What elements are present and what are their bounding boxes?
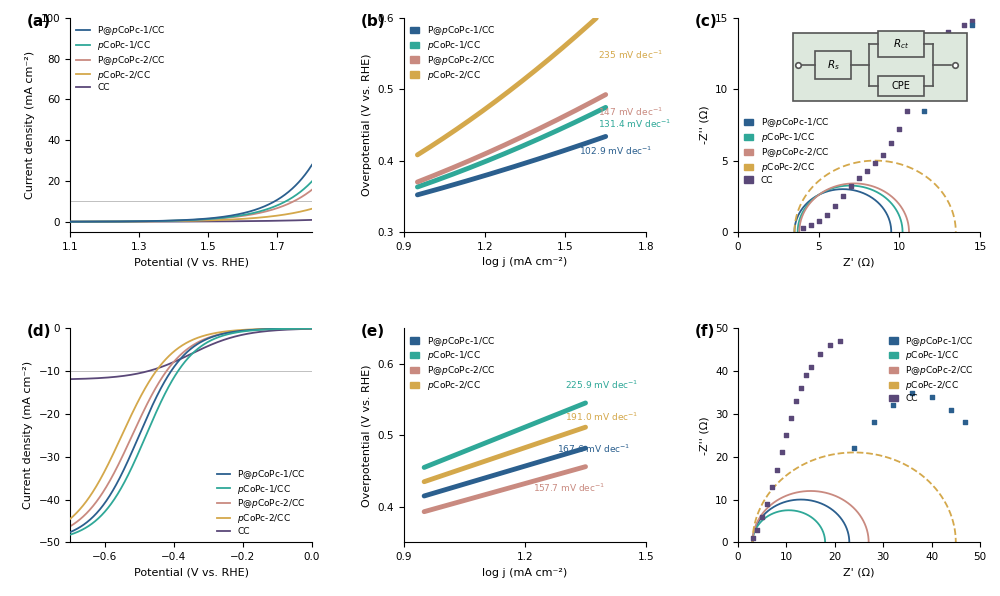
Point [843, 182, 859, 191]
Text: (f): (f) [694, 324, 715, 339]
Y-axis label: Overpotential (V vs. RHE): Overpotential (V vs. RHE) [362, 364, 372, 507]
X-axis label: Z' (Ω): Z' (Ω) [843, 257, 875, 267]
Point [749, 524, 765, 534]
Text: 235 mV dec$^{-1}$: 235 mV dec$^{-1}$ [598, 49, 662, 61]
Text: 147 mV dec$^{-1}$: 147 mV dec$^{-1}$ [598, 106, 662, 119]
Point [932, 77, 948, 87]
Point [940, 27, 956, 37]
Point [943, 405, 959, 414]
Point [907, 88, 923, 97]
X-axis label: log j (mA cm⁻²): log j (mA cm⁻²) [482, 567, 568, 578]
Y-axis label: Current density (mA cm⁻²): Current density (mA cm⁻²) [25, 51, 35, 199]
Legend: P@$p$CoPc-1/CC, $p$CoPc-1/CC, P@$p$CoPc-2/CC, $p$CoPc-2/CC, CC: P@$p$CoPc-1/CC, $p$CoPc-1/CC, P@$p$CoPc-… [742, 114, 831, 187]
Text: 157.7 mV dec$^{-1}$: 157.7 mV dec$^{-1}$ [533, 482, 605, 495]
Point [924, 49, 940, 58]
Text: (d): (d) [26, 324, 51, 339]
X-axis label: Potential (V vs. RHE): Potential (V vs. RHE) [134, 257, 249, 267]
Point [883, 139, 899, 148]
Legend: P@$p$CoPc-1/CC, $p$CoPc-1/CC, P@$p$CoPc-2/CC, $p$CoPc-2/CC, CC: P@$p$CoPc-1/CC, $p$CoPc-1/CC, P@$p$CoPc-… [215, 466, 308, 538]
Point [769, 465, 785, 474]
Point [846, 443, 862, 453]
Point [964, 16, 980, 26]
Y-axis label: Current density (mA cm⁻²): Current density (mA cm⁻²) [23, 361, 33, 510]
Point [916, 67, 932, 77]
X-axis label: log j (mA cm⁻²): log j (mA cm⁻²) [482, 257, 568, 267]
Point [891, 125, 907, 134]
Point [764, 482, 780, 492]
Legend: P@$p$CoPc-1/CC, $p$CoPc-1/CC, P@$p$CoPc-2/CC, $p$CoPc-2/CC, CC: P@$p$CoPc-1/CC, $p$CoPc-1/CC, P@$p$CoPc-… [75, 23, 167, 94]
Point [832, 336, 848, 346]
Point [956, 20, 972, 30]
Point [819, 210, 835, 219]
Point [745, 533, 761, 543]
Text: 131.4 mV dec$^{-1}$: 131.4 mV dec$^{-1}$ [598, 118, 671, 131]
Point [885, 401, 901, 410]
Text: (b): (b) [360, 14, 385, 29]
Legend: P@$p$CoPc-1/CC, $p$CoPc-1/CC, P@$p$CoPc-2/CC, $p$CoPc-2/CC, CC: P@$p$CoPc-1/CC, $p$CoPc-1/CC, P@$p$CoPc-… [887, 333, 975, 405]
Point [827, 201, 843, 211]
Point [803, 220, 819, 229]
Point [778, 430, 794, 440]
X-axis label: Potential (V vs. RHE): Potential (V vs. RHE) [134, 567, 249, 578]
Text: (e): (e) [360, 324, 385, 339]
Point [866, 418, 882, 427]
Point [759, 499, 775, 508]
Point [835, 191, 851, 201]
Y-axis label: -Z'' (Ω): -Z'' (Ω) [699, 105, 709, 144]
Text: (a): (a) [26, 14, 51, 29]
Point [924, 392, 940, 402]
Text: (c): (c) [694, 14, 717, 29]
Point [964, 20, 980, 30]
Y-axis label: -Z'' (Ω): -Z'' (Ω) [700, 416, 710, 455]
Point [798, 371, 814, 380]
Point [851, 173, 867, 182]
Text: 225.9 mV dec$^{-1}$: 225.9 mV dec$^{-1}$ [565, 378, 639, 391]
Point [916, 106, 932, 116]
X-axis label: Z' (Ω): Z' (Ω) [843, 567, 875, 578]
Point [859, 166, 875, 175]
Point [822, 341, 838, 350]
Point [793, 383, 809, 393]
Point [875, 150, 891, 160]
Point [788, 396, 804, 406]
Point [812, 349, 828, 359]
Point [795, 223, 811, 232]
Point [754, 512, 770, 522]
Y-axis label: Overpotential (V vs. RHE): Overpotential (V vs. RHE) [362, 54, 372, 196]
Point [803, 362, 819, 371]
Legend: P@$p$CoPc-1/CC, $p$CoPc-1/CC, P@$p$CoPc-2/CC, $p$CoPc-2/CC: P@$p$CoPc-1/CC, $p$CoPc-1/CC, P@$p$CoPc-… [409, 333, 497, 394]
Point [867, 159, 883, 168]
Point [811, 216, 827, 225]
Point [948, 49, 964, 58]
Point [774, 448, 790, 457]
Point [783, 414, 799, 423]
Legend: P@$p$CoPc-1/CC, $p$CoPc-1/CC, P@$p$CoPc-2/CC, $p$CoPc-2/CC: P@$p$CoPc-1/CC, $p$CoPc-1/CC, P@$p$CoPc-… [409, 23, 497, 83]
Text: 102.9 mV dec$^{-1}$: 102.9 mV dec$^{-1}$ [579, 144, 652, 157]
Point [899, 106, 915, 116]
Text: 167.6 mV dec$^{-1}$: 167.6 mV dec$^{-1}$ [557, 443, 631, 455]
Point [957, 418, 973, 427]
Point [904, 388, 920, 398]
Text: 191.0 mV dec$^{-1}$: 191.0 mV dec$^{-1}$ [565, 411, 639, 423]
